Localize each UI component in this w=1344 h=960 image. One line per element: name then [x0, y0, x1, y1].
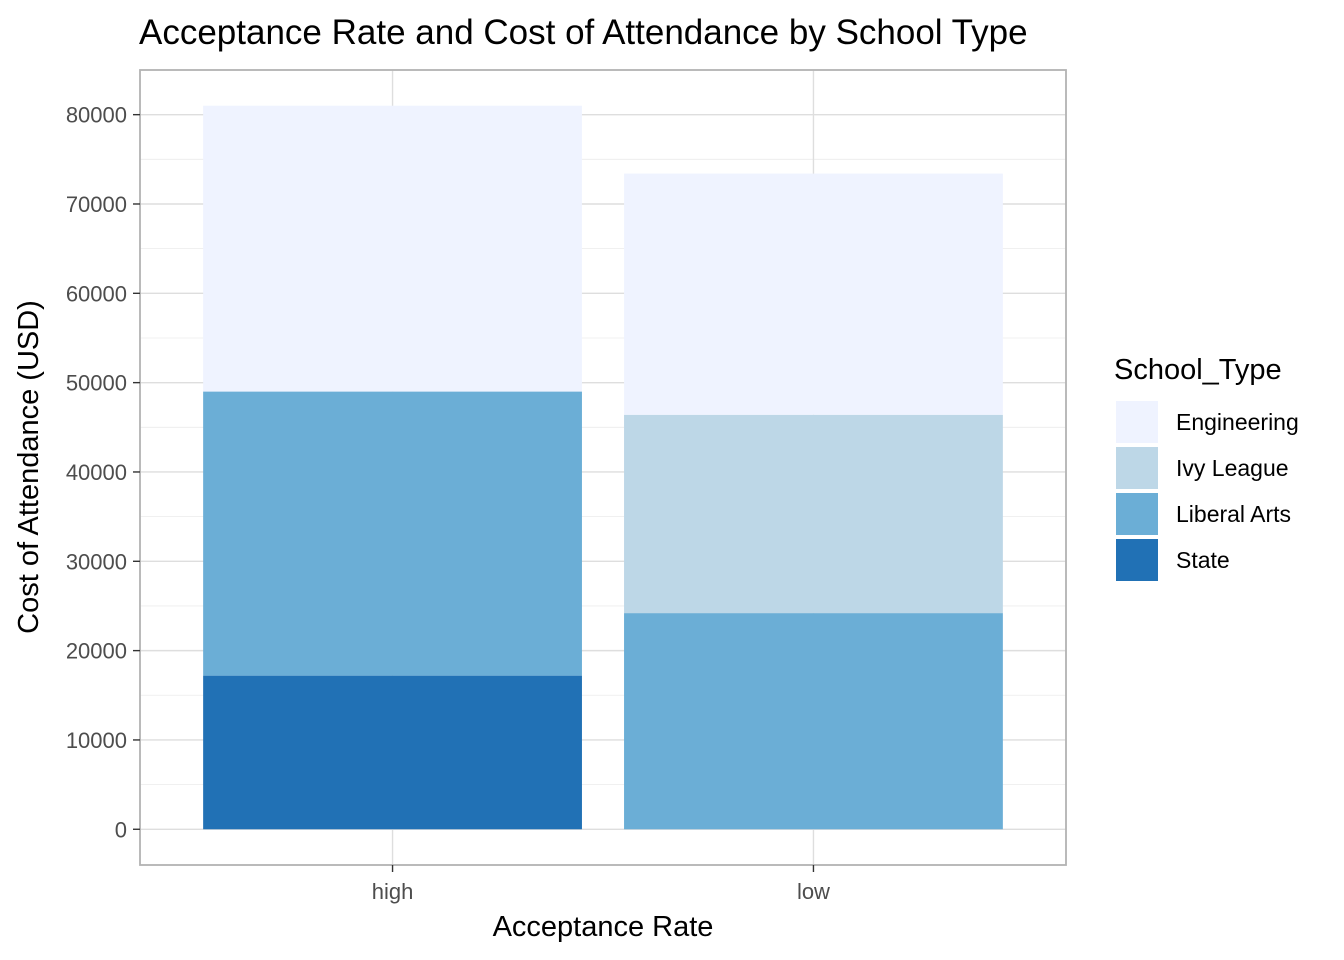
y-axis-title: Cost of Attendance (USD) — [13, 300, 45, 634]
legend-label-ivy-league: Ivy League — [1176, 455, 1289, 481]
y-tick-label: 70000 — [66, 192, 127, 217]
bar-segment-liberal-arts-high — [203, 391, 582, 676]
bar-segment-ivy-league-low — [624, 414, 1003, 614]
y-tick-label: 50000 — [66, 371, 127, 396]
bar-segment-engineering-high — [203, 105, 582, 392]
x-axis-title: Acceptance Rate — [493, 911, 714, 943]
legend-title: School_Type — [1114, 354, 1282, 386]
y-axis: 0 10000 20000 30000 40000 50000 60000 70000 8000… — [66, 103, 140, 842]
y-tick-label: 40000 — [66, 460, 127, 485]
bar-segment-state-high — [203, 675, 582, 830]
plot-border — [139, 69, 1067, 866]
x-axis: high low — [372, 865, 830, 904]
x-tick-label: high — [372, 879, 414, 904]
legend-key-liberal-arts — [1116, 493, 1158, 535]
bars — [203, 105, 1003, 830]
legend-label-liberal-arts: Liberal Arts — [1176, 501, 1291, 527]
y-tick-label: 60000 — [66, 281, 127, 306]
legend-key-state — [1116, 539, 1158, 581]
legend-key-ivy-league — [1116, 447, 1158, 489]
legend-items: Engineering Ivy League Liberal Arts State — [1116, 401, 1299, 581]
bar-segment-engineering-low — [624, 173, 1003, 415]
legend: School_Type Engineering Ivy League Liberal… — [1114, 354, 1299, 581]
x-tick-label: low — [797, 879, 830, 904]
y-tick-label: 20000 — [66, 639, 127, 664]
plot-area — [139, 69, 1067, 866]
y-tick-label: 80000 — [66, 103, 127, 128]
y-tick-label: 0 — [115, 817, 127, 842]
bar-segment-liberal-arts-low — [624, 613, 1003, 830]
chart-title: Acceptance Rate and Cost of Attendance b… — [139, 13, 1028, 52]
legend-label-state: State — [1176, 547, 1230, 573]
legend-label-engineering: Engineering — [1176, 409, 1299, 435]
y-tick-label: 10000 — [66, 728, 127, 753]
y-tick-label: 30000 — [66, 549, 127, 574]
legend-key-engineering — [1116, 401, 1158, 443]
